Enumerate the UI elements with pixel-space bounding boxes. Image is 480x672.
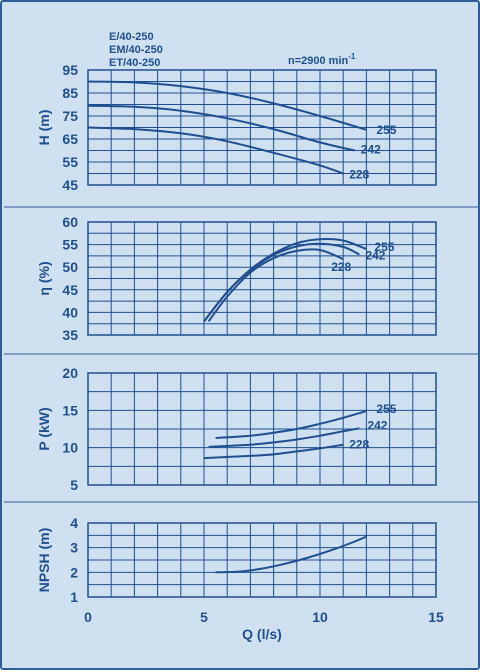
y-axis-label: NPSH (m) [36,528,52,593]
y-tick-label: 50 [62,259,78,275]
y-tick-label: 1 [70,589,78,605]
y-tick-label: 40 [62,304,78,320]
plot-area-frame [87,522,437,598]
model-title-2: EM/40-250 [109,44,163,56]
y-tick-label: 45 [62,282,78,298]
x-tick-label: 15 [428,609,444,625]
y-tick-label: 75 [62,108,78,124]
curve-242 [208,427,360,448]
y-tick-label: 65 [62,131,78,147]
chart-panel-1: 45 55 65 75 85 95 H (m) 255 242 228 [36,62,437,193]
x-tick-label: 0 [84,609,92,625]
y-tick-label: 5 [70,477,78,493]
curve-label-242: 242 [367,418,387,432]
chart-panel-3: 5 10 15 20 P (kW) 255 242 228 [36,365,437,493]
y-tick-label: 35 [62,327,78,343]
y-tick-label: 2 [70,564,78,580]
plot-area-frame [87,372,437,486]
curve-228 [207,248,344,323]
curve-label-255: 255 [376,123,396,137]
x-tick-label: 5 [200,609,208,625]
plot-area-frame [87,221,437,336]
speed-label: n=2900 min-1 [288,52,356,67]
curve-label-242: 242 [361,143,381,157]
curve-label-255: 255 [376,402,396,416]
model-title-3: ET/40-250 [109,57,160,69]
y-tick-label: 95 [62,62,78,78]
y-tick-label: 20 [62,365,78,381]
y-axis-label: H (m) [36,110,52,146]
curve-npsh [215,535,367,574]
model-title-1: E/40-250 [109,31,154,43]
curve-label-228: 228 [349,438,369,452]
y-tick-label: 4 [70,515,78,531]
curve-label-242: 242 [365,249,385,263]
curve-label-228: 228 [349,168,369,182]
curve-228 [203,443,344,460]
chart-panel-4: 1 2 3 4 NPSH (m) 0 5 10 15 Q (l/s) [36,515,444,642]
y-tick-label: 55 [62,237,78,253]
curve-label-255: 255 [374,240,394,254]
curve-255 [87,80,367,131]
x-axis-label: Q (l/s) [242,626,282,642]
y-tick-label: 60 [62,214,78,230]
y-tick-label: 45 [62,177,78,193]
y-axis-label: P (kW) [36,407,52,450]
y-axis-label: η (%) [36,261,52,295]
y-tick-label: 85 [62,85,78,101]
y-tick-label: 3 [70,540,78,556]
x-tick-label: 10 [312,609,328,625]
curve-255 [215,410,367,439]
curve-255 [203,237,367,323]
curve-label-228: 228 [331,260,351,274]
y-tick-label: 55 [62,154,78,170]
y-tick-label: 10 [62,440,78,456]
curve-242 [87,104,356,152]
y-tick-label: 15 [62,402,78,418]
curve-242 [203,242,360,323]
curve-228 [87,126,344,175]
